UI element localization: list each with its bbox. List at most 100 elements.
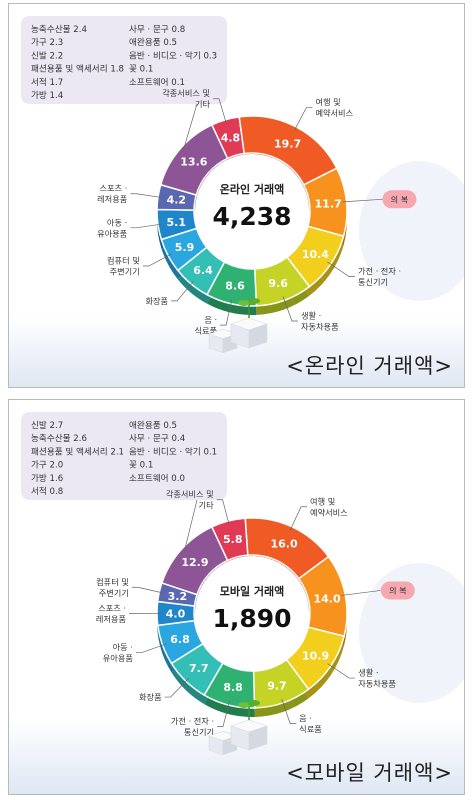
mobile-donut-center (195, 556, 309, 670)
online-leader-line (294, 107, 313, 131)
online-legend-box (21, 16, 227, 104)
mobile-leader-line (135, 643, 167, 653)
mobile-legend-item: 가방 1.6 (31, 473, 63, 484)
mobile-slice-value: 3.2 (168, 590, 188, 603)
mobile-caption: <모바일 거래액> (286, 761, 453, 785)
mobile-legend-item: 소프트웨어 0.0 (129, 472, 185, 484)
online-center-total: 4,238 (212, 202, 291, 231)
online-highlight-label: 의 복 (391, 194, 409, 204)
online-slice-label: 가전 · 전자 · 통신기기 (358, 266, 401, 287)
online-leader-line (282, 296, 298, 322)
online-legend-leader (182, 103, 198, 152)
online-slice-value: 19.7 (274, 137, 301, 150)
online-slice-label: 컴퓨터 및 주변기기 (107, 256, 140, 277)
mobile-leader-line (281, 698, 297, 724)
online-legend-item: 서적 1.7 (31, 76, 63, 88)
online-slice-value: 5.9 (175, 241, 195, 254)
mobile-slice-label: 아동 · 유아용품 (103, 642, 134, 663)
online-slice-label: 화장품 (145, 296, 168, 306)
mobile-legend-item: 패션용품 및 액세서리 2.1 (31, 445, 124, 457)
online-slice-value: 13.6 (180, 155, 207, 168)
online-leader-line (220, 299, 233, 326)
online-legend-item: 농축수산물 2.4 (31, 24, 87, 35)
mobile-slice-label: 컴퓨터 및 주변기기 (96, 577, 129, 598)
mobile-slice-value: 9.7 (267, 679, 287, 692)
mobile-center-total: 1,890 (212, 604, 291, 633)
mobile-chart-panel: 신발 2.7 농축수산물 2.6 패션용품 및 액세서리 2.1 가구 2.0 가방 1… (8, 399, 465, 795)
mobile-slice-value: 10.9 (302, 650, 329, 663)
online-center-title: 온라인 거래액 (220, 182, 285, 196)
mobile-legend-item: 사무 · 문구 0.4 (129, 433, 185, 444)
online-leader-line (130, 193, 163, 198)
mobile-slice-value: 7.7 (189, 662, 209, 675)
online-slice-value: 4.8 (221, 132, 241, 145)
online-donut-chart: 농축수산물 2.4 가구 2.3 신발 2.2 패션용품 및 액세서리 1.8서적 1… (9, 16, 464, 387)
mobile-slice-value: 16.0 (270, 538, 297, 551)
mobile-cube-decoration (248, 725, 268, 751)
mobile-legend-box (21, 412, 227, 500)
online-slice-label: 아동 · 유아용품 (97, 217, 128, 238)
online-sprout-decoration (238, 300, 250, 306)
mobile-legend-item: 신발 2.7 (31, 420, 63, 431)
mobile-slice-label: 생활 · 자동차용품 (358, 668, 396, 689)
mobile-slice (160, 525, 229, 596)
mobile-leader-line (217, 701, 230, 727)
online-caption: <온라인 거래액> (286, 354, 453, 378)
mobile-legend-item: 서적 0.8 (31, 485, 63, 497)
online-legend-item: 가구 2.3 (31, 37, 63, 48)
mobile-leader-line (327, 663, 356, 679)
mobile-legend-item: 농축수산물 2.6 (31, 433, 87, 444)
online-sprout-decoration (248, 298, 260, 304)
mobile-slice-label: 스포츠 · 레저용품 (96, 603, 127, 624)
online-slice-value: 4.2 (167, 194, 187, 207)
mobile-slice-label: 가전 · 전자 · 통신기기 (171, 716, 214, 737)
online-legend-item: 가방 1.4 (31, 90, 63, 101)
online-leader-line (130, 223, 162, 229)
online-slice-label: 생활 · 자동차용품 (301, 310, 339, 331)
online-slice-label: 각종서비스 및 기타 (162, 88, 210, 109)
online-legend-item: 사무 · 문구 0.8 (129, 24, 185, 35)
online-highlight-pill (382, 190, 417, 209)
mobile-slice-value: 14.0 (313, 592, 340, 605)
mobile-slice-value: 8.8 (223, 681, 243, 694)
mobile-slice-label: 음 · 식료품 (299, 713, 322, 734)
mobile-slice-value: 6.8 (170, 633, 190, 646)
online-slice-label: 스포츠 · 레저용품 (97, 183, 128, 204)
online-legend-item: 패션용품 및 액세서리 1.8 (31, 63, 124, 75)
mobile-legend-leader (183, 499, 198, 553)
online-slice-value: 10.4 (302, 248, 329, 261)
online-chart-panel: 농축수산물 2.4 가구 2.3 신발 2.2 패션용품 및 액세서리 1.8 서적 1… (8, 3, 465, 388)
mobile-center-title: 모바일 거래액 (220, 584, 285, 598)
online-leader-line (171, 280, 195, 302)
online-slice (159, 123, 229, 196)
online-donut-center (195, 154, 309, 268)
mobile-leader-line (216, 499, 230, 526)
online-legend-item: 애완용품 0.5 (129, 37, 177, 48)
online-slice-label: 여행 및 예약서비스 (315, 97, 353, 118)
online-legend-item: 소프트웨어 0.1 (129, 76, 185, 88)
mobile-highlight-label: 의 복 (389, 585, 407, 595)
online-leader-line (142, 253, 172, 267)
online-cube-decoration (248, 323, 268, 349)
mobile-slice-label: 각종서비스 및 기타 (166, 489, 214, 510)
mobile-legend-item: 가구 2.0 (31, 460, 63, 471)
mobile-legend-item: 꽃 0.1 (129, 460, 153, 471)
online-slice-value: 8.6 (225, 280, 245, 293)
mobile-slice-label: 여행 및 예약서비스 (310, 496, 348, 517)
mobile-legend-item: 애완용품 0.5 (129, 420, 177, 431)
mobile-leader-line (164, 678, 189, 698)
mobile-leader-line (341, 590, 381, 596)
online-slice-value: 9.6 (268, 277, 288, 290)
online-legend-item: 신발 2.2 (31, 50, 63, 61)
online-slice-value: 6.4 (193, 264, 213, 277)
mobile-legend-item: 음반 · 비디오 · 악기 0.1 (129, 445, 217, 457)
online-leader-line (327, 261, 355, 277)
mobile-leader-line (289, 506, 308, 531)
mobile-highlight-pill (380, 581, 415, 600)
mobile-slice-value: 5.8 (223, 533, 243, 546)
mobile-slice-value: 12.9 (181, 556, 208, 569)
mobile-sprout-decoration (248, 700, 260, 706)
mobile-sprout-decoration (238, 702, 250, 708)
mobile-slice-label: 화장품 (139, 692, 162, 702)
